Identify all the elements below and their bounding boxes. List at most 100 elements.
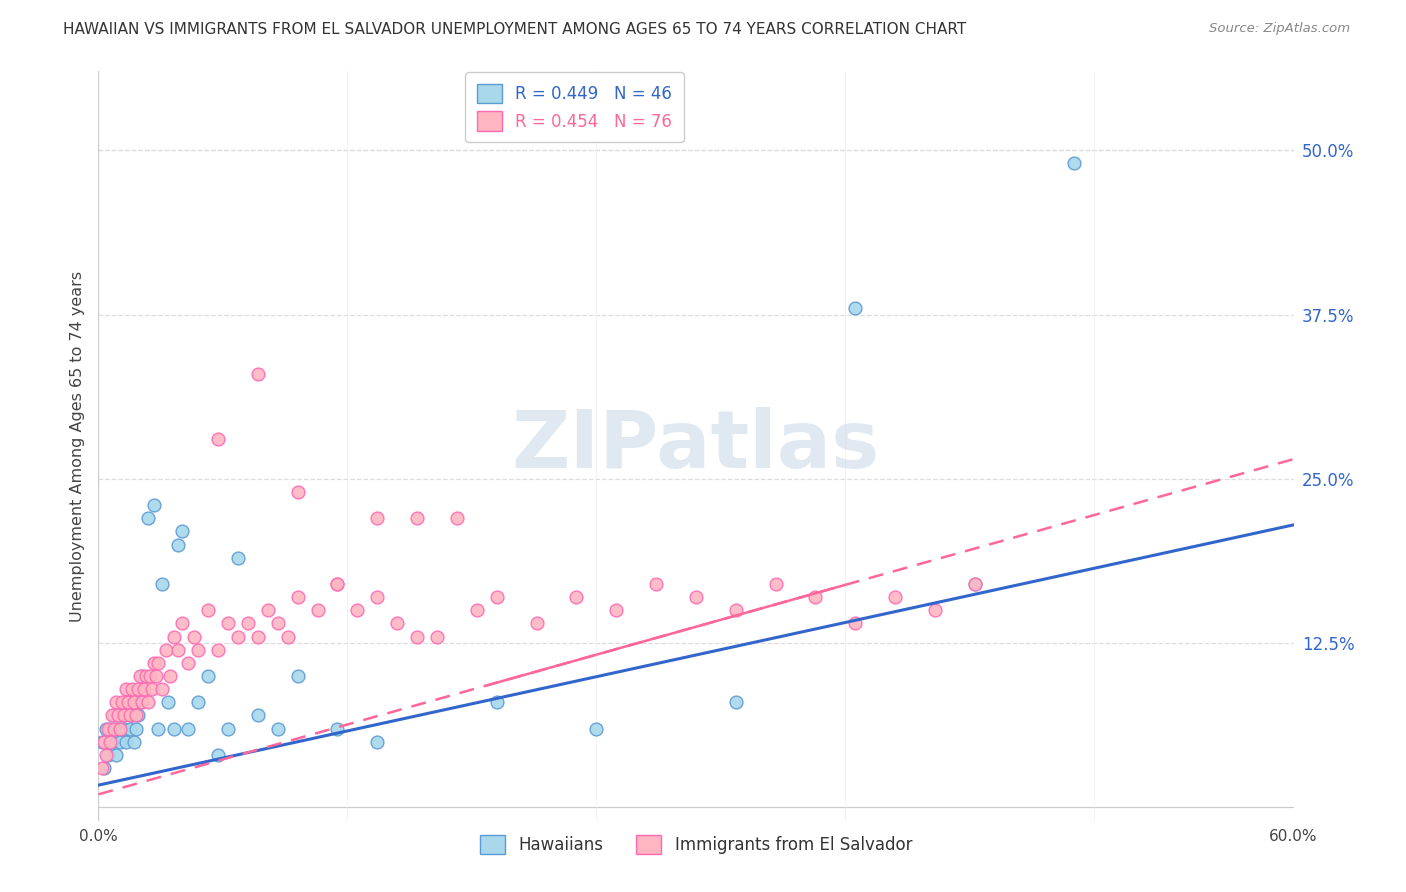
Point [121, 708, 143, 723]
Point [93, 761, 115, 775]
Point [167, 642, 190, 657]
Point [804, 590, 827, 604]
Point [277, 630, 299, 644]
Point [685, 590, 707, 604]
Point [96, 747, 118, 762]
Point [98, 735, 122, 749]
Point [136, 511, 159, 525]
Point [172, 524, 194, 539]
Point [155, 642, 177, 657]
Point [884, 590, 907, 604]
Point [125, 722, 148, 736]
Point [287, 590, 309, 604]
Text: Source: ZipAtlas.com: Source: ZipAtlas.com [1209, 22, 1350, 36]
Point [526, 616, 548, 631]
Point [177, 656, 200, 670]
Point [135, 669, 157, 683]
Point [107, 722, 129, 736]
Point [143, 498, 166, 512]
Point [765, 577, 787, 591]
Point [117, 695, 139, 709]
Point [91, 735, 114, 749]
Point [246, 630, 269, 644]
Point [177, 722, 200, 736]
Point [97, 747, 120, 762]
Point [366, 735, 388, 749]
Point [124, 735, 146, 749]
Point [112, 722, 135, 736]
Point [287, 485, 309, 500]
Point [141, 682, 163, 697]
Point [110, 735, 132, 749]
Point [105, 695, 128, 709]
Point [267, 722, 290, 736]
Point [246, 708, 269, 723]
Point [93, 735, 115, 749]
Point [267, 616, 290, 631]
Point [111, 695, 134, 709]
Point [385, 616, 409, 631]
Point [924, 603, 946, 617]
Point [115, 735, 138, 749]
Point [148, 656, 170, 670]
Point [125, 708, 148, 723]
Point [121, 682, 143, 697]
Point [96, 722, 118, 736]
Point [148, 722, 170, 736]
Point [256, 603, 278, 617]
Point [246, 367, 269, 381]
Point [187, 642, 209, 657]
Point [127, 682, 149, 697]
Point [103, 708, 125, 723]
Point [159, 669, 181, 683]
Point [1063, 156, 1085, 170]
Point [143, 656, 166, 670]
Point [207, 642, 229, 657]
Point [103, 722, 125, 736]
Point [127, 708, 149, 723]
Point [136, 695, 159, 709]
Point [120, 722, 142, 736]
Point [197, 669, 219, 683]
Point [150, 682, 173, 697]
Text: ZIPatlas: ZIPatlas [512, 407, 880, 485]
Point [111, 708, 134, 723]
Point [226, 630, 249, 644]
Point [724, 603, 747, 617]
Point [844, 616, 866, 631]
Point [217, 722, 239, 736]
Y-axis label: Unemployment Among Ages 65 to 74 years: Unemployment Among Ages 65 to 74 years [69, 270, 84, 622]
Point [150, 577, 173, 591]
Point [585, 722, 607, 736]
Point [346, 603, 368, 617]
Point [110, 722, 132, 736]
Point [129, 669, 152, 683]
Point [446, 511, 468, 525]
Point [366, 590, 388, 604]
Point [724, 695, 747, 709]
Point [406, 630, 429, 644]
Point [307, 603, 329, 617]
Point [226, 550, 249, 565]
Point [163, 630, 186, 644]
Point [134, 682, 156, 697]
Point [112, 708, 135, 723]
Point [187, 695, 209, 709]
Point [172, 616, 194, 631]
Point [131, 695, 153, 709]
Point [129, 695, 152, 709]
Point [426, 630, 449, 644]
Point [163, 722, 186, 736]
Point [115, 682, 138, 697]
Point [183, 630, 205, 644]
Point [645, 577, 668, 591]
Point [167, 538, 190, 552]
Point [120, 708, 142, 723]
Point [139, 669, 162, 683]
Point [91, 761, 114, 775]
Point [366, 511, 388, 525]
Point [963, 577, 986, 591]
Point [145, 669, 167, 683]
Point [107, 708, 129, 723]
Point [105, 747, 128, 762]
